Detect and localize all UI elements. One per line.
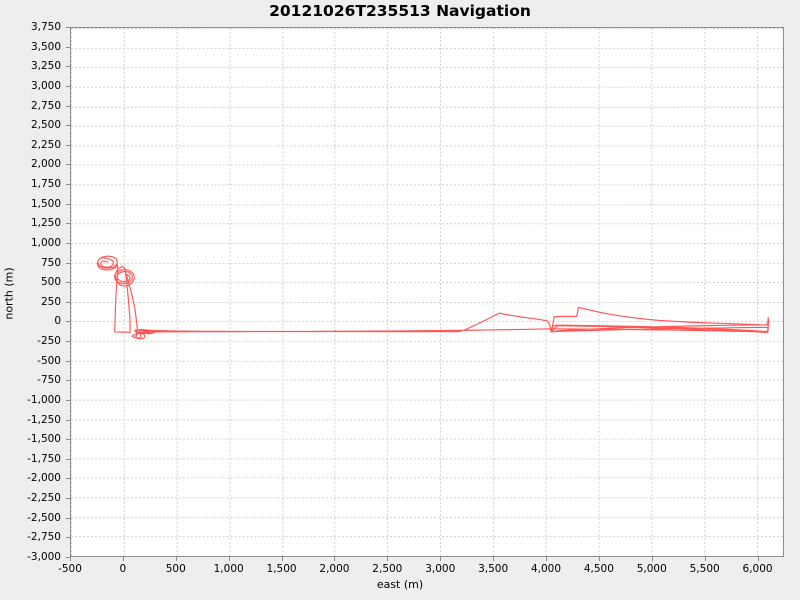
y-tick-label: 1,250 bbox=[30, 217, 61, 230]
y-tick-label: -2,250 bbox=[27, 492, 61, 505]
y-tick-label: 3,000 bbox=[30, 79, 61, 92]
x-tick-label: 5,500 bbox=[689, 563, 720, 575]
x-tick-label: 1,000 bbox=[213, 563, 244, 575]
y-tick-mark bbox=[66, 361, 70, 362]
x-tick-label: 0 bbox=[119, 563, 127, 575]
y-tick-mark bbox=[66, 420, 70, 421]
x-tick-mark bbox=[334, 557, 335, 561]
y-tick-label: 3,500 bbox=[30, 40, 61, 53]
y-tick-mark bbox=[66, 498, 70, 499]
y-tick-mark bbox=[66, 106, 70, 107]
y-tick-label: -250 bbox=[37, 335, 61, 348]
y-tick-mark bbox=[66, 439, 70, 440]
y-tick-mark bbox=[66, 125, 70, 126]
x-tick-label: 500 bbox=[165, 563, 186, 575]
y-tick-label: -500 bbox=[37, 354, 61, 367]
x-tick-label: 2,000 bbox=[319, 563, 350, 575]
y-tick-label: 750 bbox=[40, 256, 61, 269]
y-tick-label: 3,750 bbox=[30, 21, 61, 33]
y-tick-mark bbox=[66, 400, 70, 401]
x-tick-mark bbox=[70, 557, 71, 561]
y-tick-label: 1,750 bbox=[30, 178, 61, 191]
y-tick-label: 3,250 bbox=[30, 60, 61, 73]
y-tick-mark bbox=[66, 184, 70, 185]
x-tick-label: 3,000 bbox=[425, 563, 456, 575]
x-tick-mark bbox=[493, 557, 494, 561]
y-tick-mark bbox=[66, 47, 70, 48]
x-tick-mark bbox=[387, 557, 388, 561]
x-tick-label: 1,500 bbox=[266, 563, 297, 575]
x-tick-label: -500 bbox=[58, 563, 82, 575]
x-tick-mark bbox=[123, 557, 124, 561]
y-tick-mark bbox=[66, 145, 70, 146]
y-tick-mark bbox=[66, 557, 70, 558]
x-tick-mark bbox=[440, 557, 441, 561]
y-tick-mark bbox=[66, 459, 70, 460]
x-tick-label: 3,500 bbox=[478, 563, 509, 575]
y-axis-label: north (m) bbox=[2, 267, 16, 320]
y-tick-mark bbox=[66, 243, 70, 244]
plot-area bbox=[70, 27, 784, 557]
y-tick-mark bbox=[66, 282, 70, 283]
track-polyline bbox=[96, 255, 770, 340]
x-tick-mark bbox=[176, 557, 177, 561]
y-tick-mark bbox=[66, 223, 70, 224]
x-tick-label: 4,000 bbox=[530, 563, 562, 575]
y-tick-mark bbox=[66, 302, 70, 303]
y-tick-mark bbox=[66, 321, 70, 322]
y-tick-label: 0 bbox=[54, 315, 61, 328]
y-tick-label: -2,000 bbox=[27, 472, 61, 485]
y-tick-mark bbox=[66, 86, 70, 87]
y-tick-mark bbox=[66, 380, 70, 381]
x-tick-mark bbox=[705, 557, 706, 561]
y-tick-mark bbox=[66, 263, 70, 264]
x-tick-label: 4,500 bbox=[583, 563, 614, 575]
y-tick-mark bbox=[66, 204, 70, 205]
gridlines bbox=[71, 28, 783, 556]
x-tick-label: 6,000 bbox=[742, 563, 773, 575]
y-tick-label: 250 bbox=[40, 295, 61, 308]
y-tick-label: 1,500 bbox=[30, 197, 61, 210]
y-tick-label: 2,000 bbox=[30, 158, 61, 171]
x-tick-mark bbox=[546, 557, 547, 561]
y-tick-label: 2,500 bbox=[30, 119, 61, 132]
y-tick-mark bbox=[66, 518, 70, 519]
y-tick-label: -1,250 bbox=[27, 413, 61, 426]
y-tick-mark bbox=[66, 27, 70, 28]
y-tick-label: -1,750 bbox=[27, 452, 61, 465]
y-tick-mark bbox=[66, 341, 70, 342]
x-tick-mark bbox=[652, 557, 653, 561]
y-tick-label: -1,500 bbox=[27, 433, 61, 446]
y-tick-mark bbox=[66, 164, 70, 165]
y-tick-label: -2,500 bbox=[27, 511, 61, 524]
y-tick-label: -2,750 bbox=[27, 531, 61, 544]
y-tick-mark bbox=[66, 478, 70, 479]
x-tick-mark bbox=[229, 557, 230, 561]
navigation-track-series bbox=[96, 255, 770, 340]
x-tick-label: 5,000 bbox=[636, 563, 667, 575]
y-tick-label: 1,000 bbox=[30, 236, 61, 249]
x-tick-mark bbox=[599, 557, 600, 561]
x-axis-label: east (m) bbox=[376, 578, 424, 591]
y-tick-label: 500 bbox=[40, 276, 61, 289]
y-tick-label: 2,750 bbox=[30, 99, 61, 112]
y-tick-label: 2,250 bbox=[30, 138, 61, 151]
y-tick-mark bbox=[66, 537, 70, 538]
x-tick-mark bbox=[282, 557, 283, 561]
x-tick-mark bbox=[758, 557, 759, 561]
x-tick-label: 2,500 bbox=[372, 563, 403, 575]
y-tick-label: -1,000 bbox=[27, 393, 61, 406]
y-tick-label: -750 bbox=[37, 374, 61, 387]
y-tick-label: -3,000 bbox=[27, 551, 61, 563]
chart-title: 20121026T235513 Navigation bbox=[269, 2, 531, 20]
y-tick-mark bbox=[66, 66, 70, 67]
